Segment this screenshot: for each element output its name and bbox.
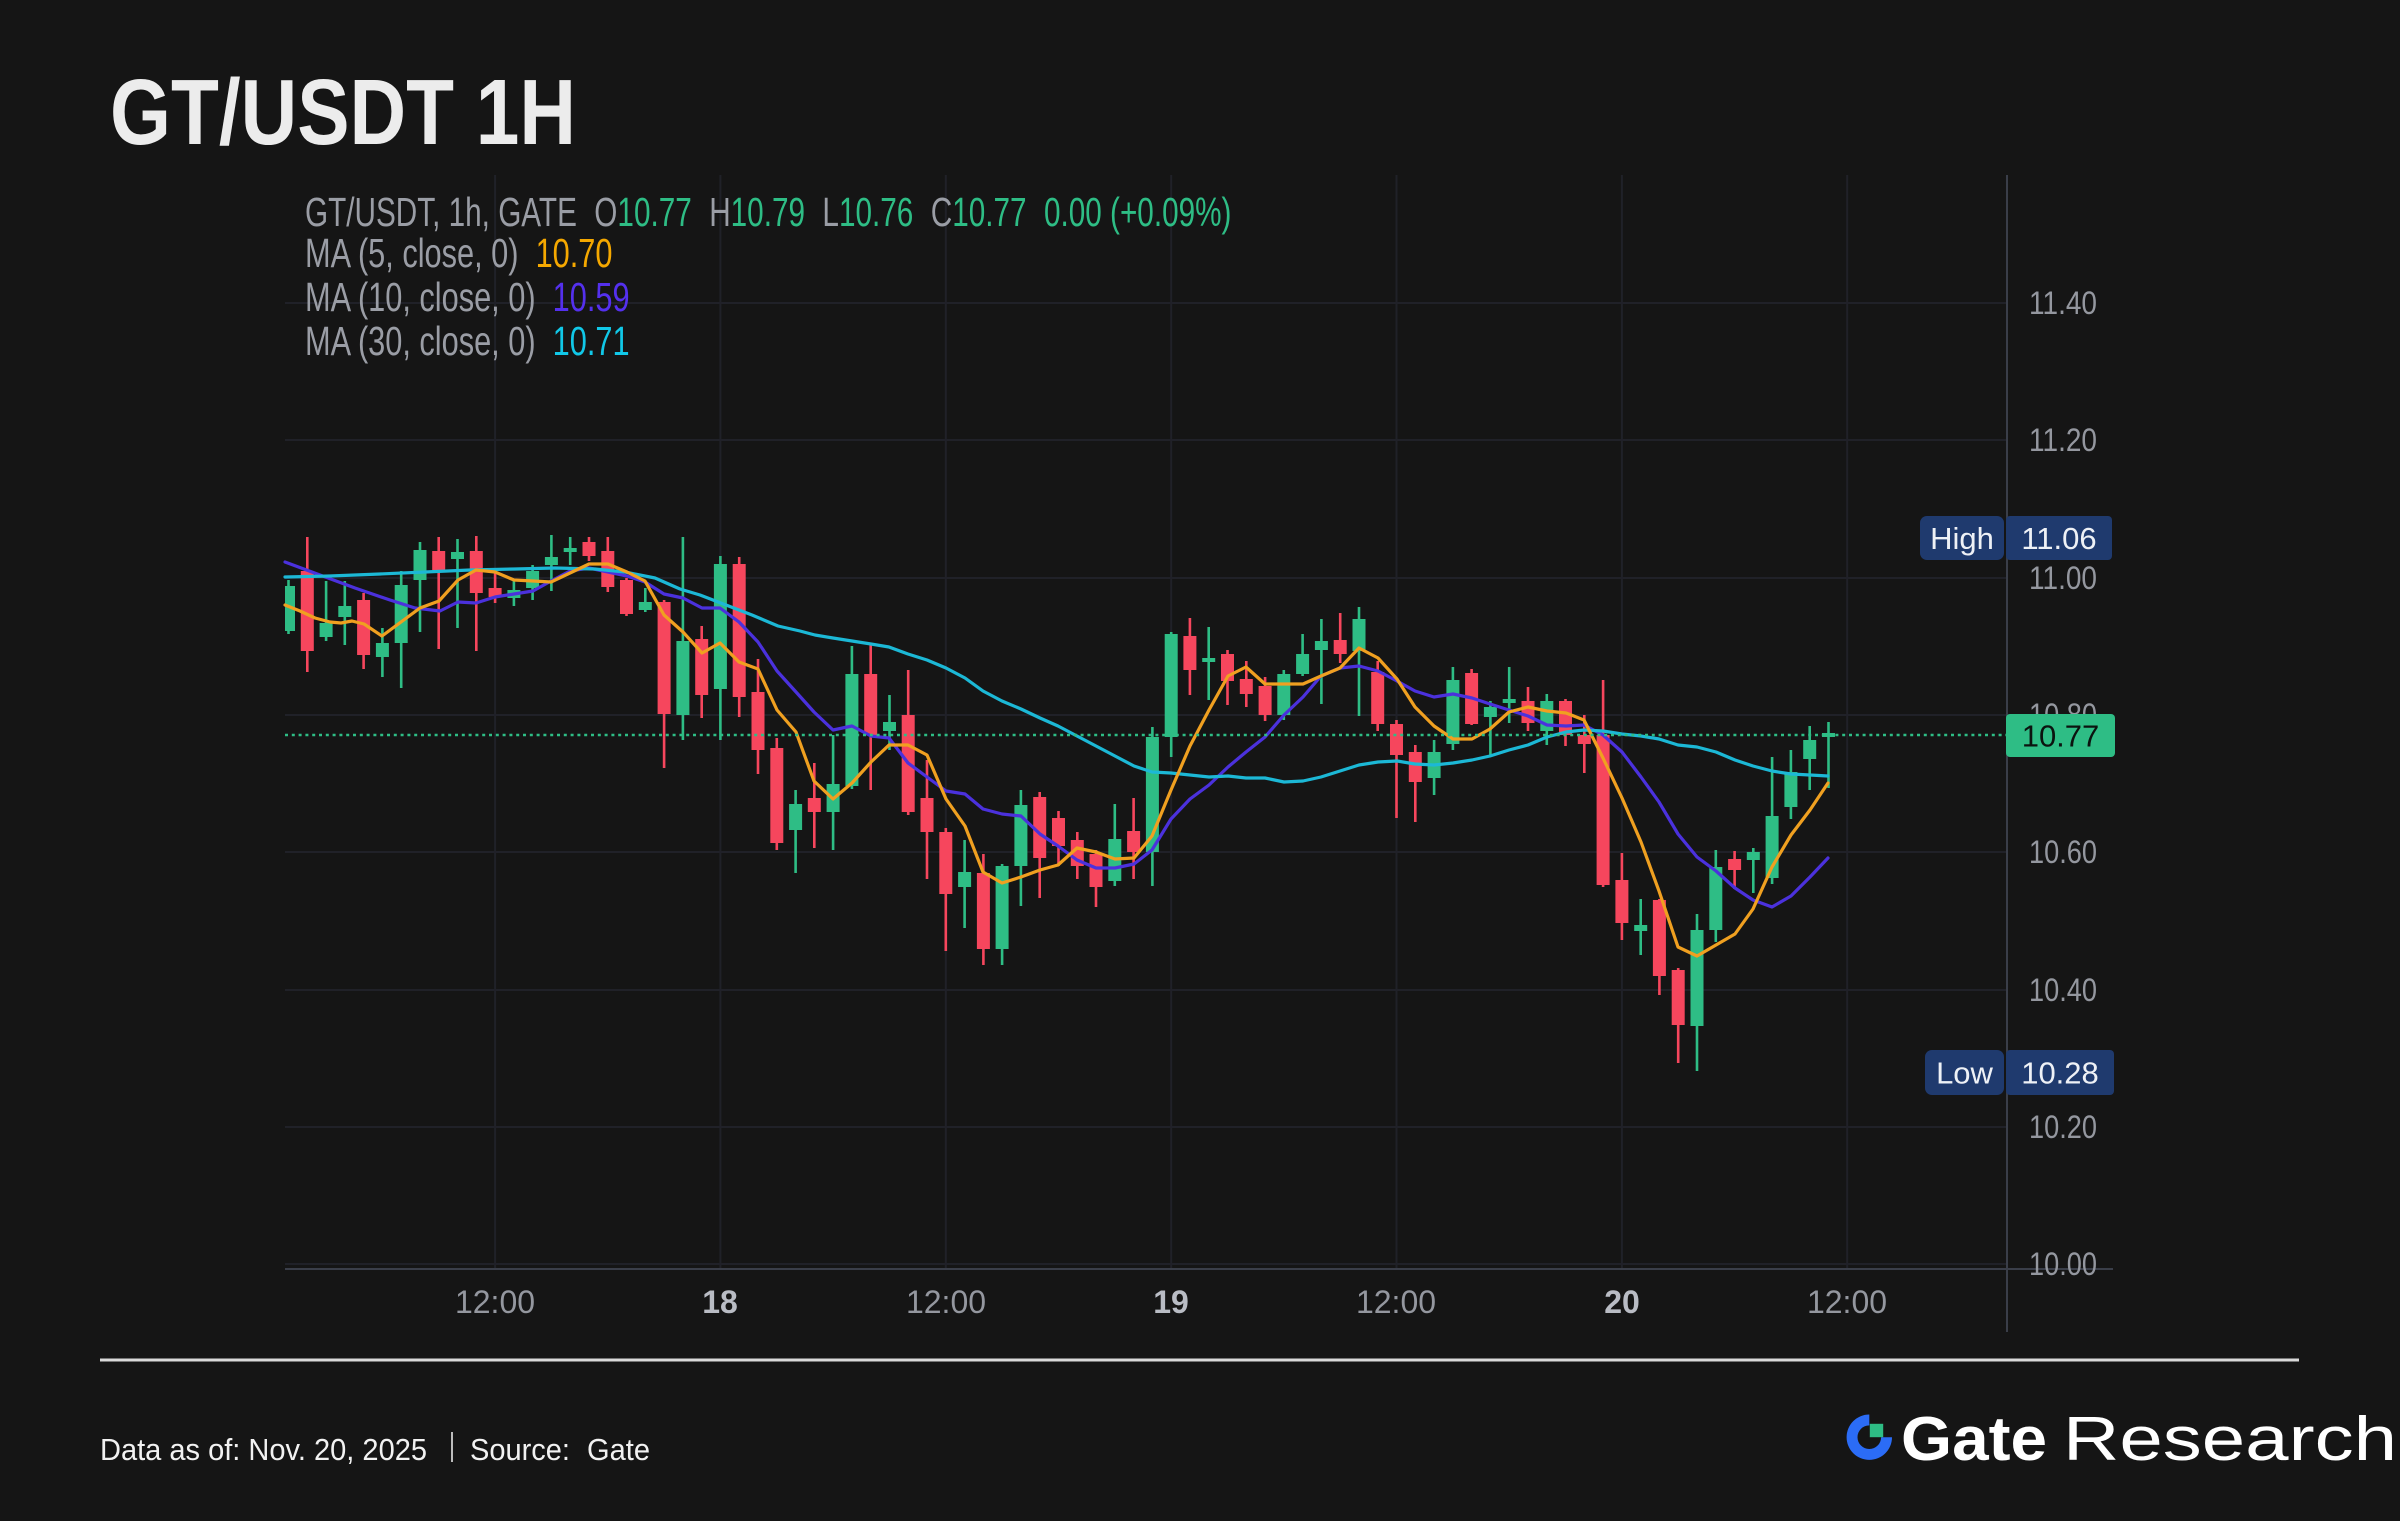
svg-text:18: 18 <box>702 1284 738 1320</box>
svg-text:MA (30, close, 0) 10.71: MA (30, close, 0) 10.71 <box>305 318 630 364</box>
svg-text:11.40: 11.40 <box>2029 285 2097 321</box>
svg-text:Data as of: Nov. 20, 2025: Data as of: Nov. 20, 2025 <box>100 1432 427 1467</box>
svg-text:Gate: Gate <box>587 1432 650 1467</box>
svg-text:Research: Research <box>2063 1405 2397 1474</box>
svg-text:10.00: 10.00 <box>2029 1246 2097 1282</box>
svg-text:Gate: Gate <box>1901 1405 2047 1474</box>
svg-text:11.20: 11.20 <box>2029 422 2097 458</box>
svg-text:Low: Low <box>1936 1056 1993 1091</box>
svg-text:11.00: 11.00 <box>2029 560 2097 596</box>
svg-text:10.77: 10.77 <box>2022 719 2100 754</box>
svg-text:Source:: Source: <box>470 1432 570 1467</box>
svg-text:MA (10, close, 0) 10.59: MA (10, close, 0) 10.59 <box>305 274 630 320</box>
svg-text:12:00: 12:00 <box>906 1284 986 1320</box>
svg-text:10.40: 10.40 <box>2029 972 2097 1008</box>
svg-text:12:00: 12:00 <box>1356 1284 1436 1320</box>
svg-text:GT/USDT 1H: GT/USDT 1H <box>110 60 576 164</box>
svg-text:10.28: 10.28 <box>2021 1056 2099 1091</box>
svg-text:12:00: 12:00 <box>455 1284 535 1320</box>
svg-text:10.60: 10.60 <box>2029 834 2097 870</box>
svg-text:High: High <box>1930 521 1994 556</box>
svg-text:MA (5, close, 0) 10.70: MA (5, close, 0) 10.70 <box>305 230 612 276</box>
svg-text:12:00: 12:00 <box>1807 1284 1887 1320</box>
svg-text:10.20: 10.20 <box>2029 1109 2097 1145</box>
svg-text:20: 20 <box>1604 1284 1640 1320</box>
svg-text:19: 19 <box>1153 1284 1189 1320</box>
svg-text:11.06: 11.06 <box>2021 521 2096 556</box>
